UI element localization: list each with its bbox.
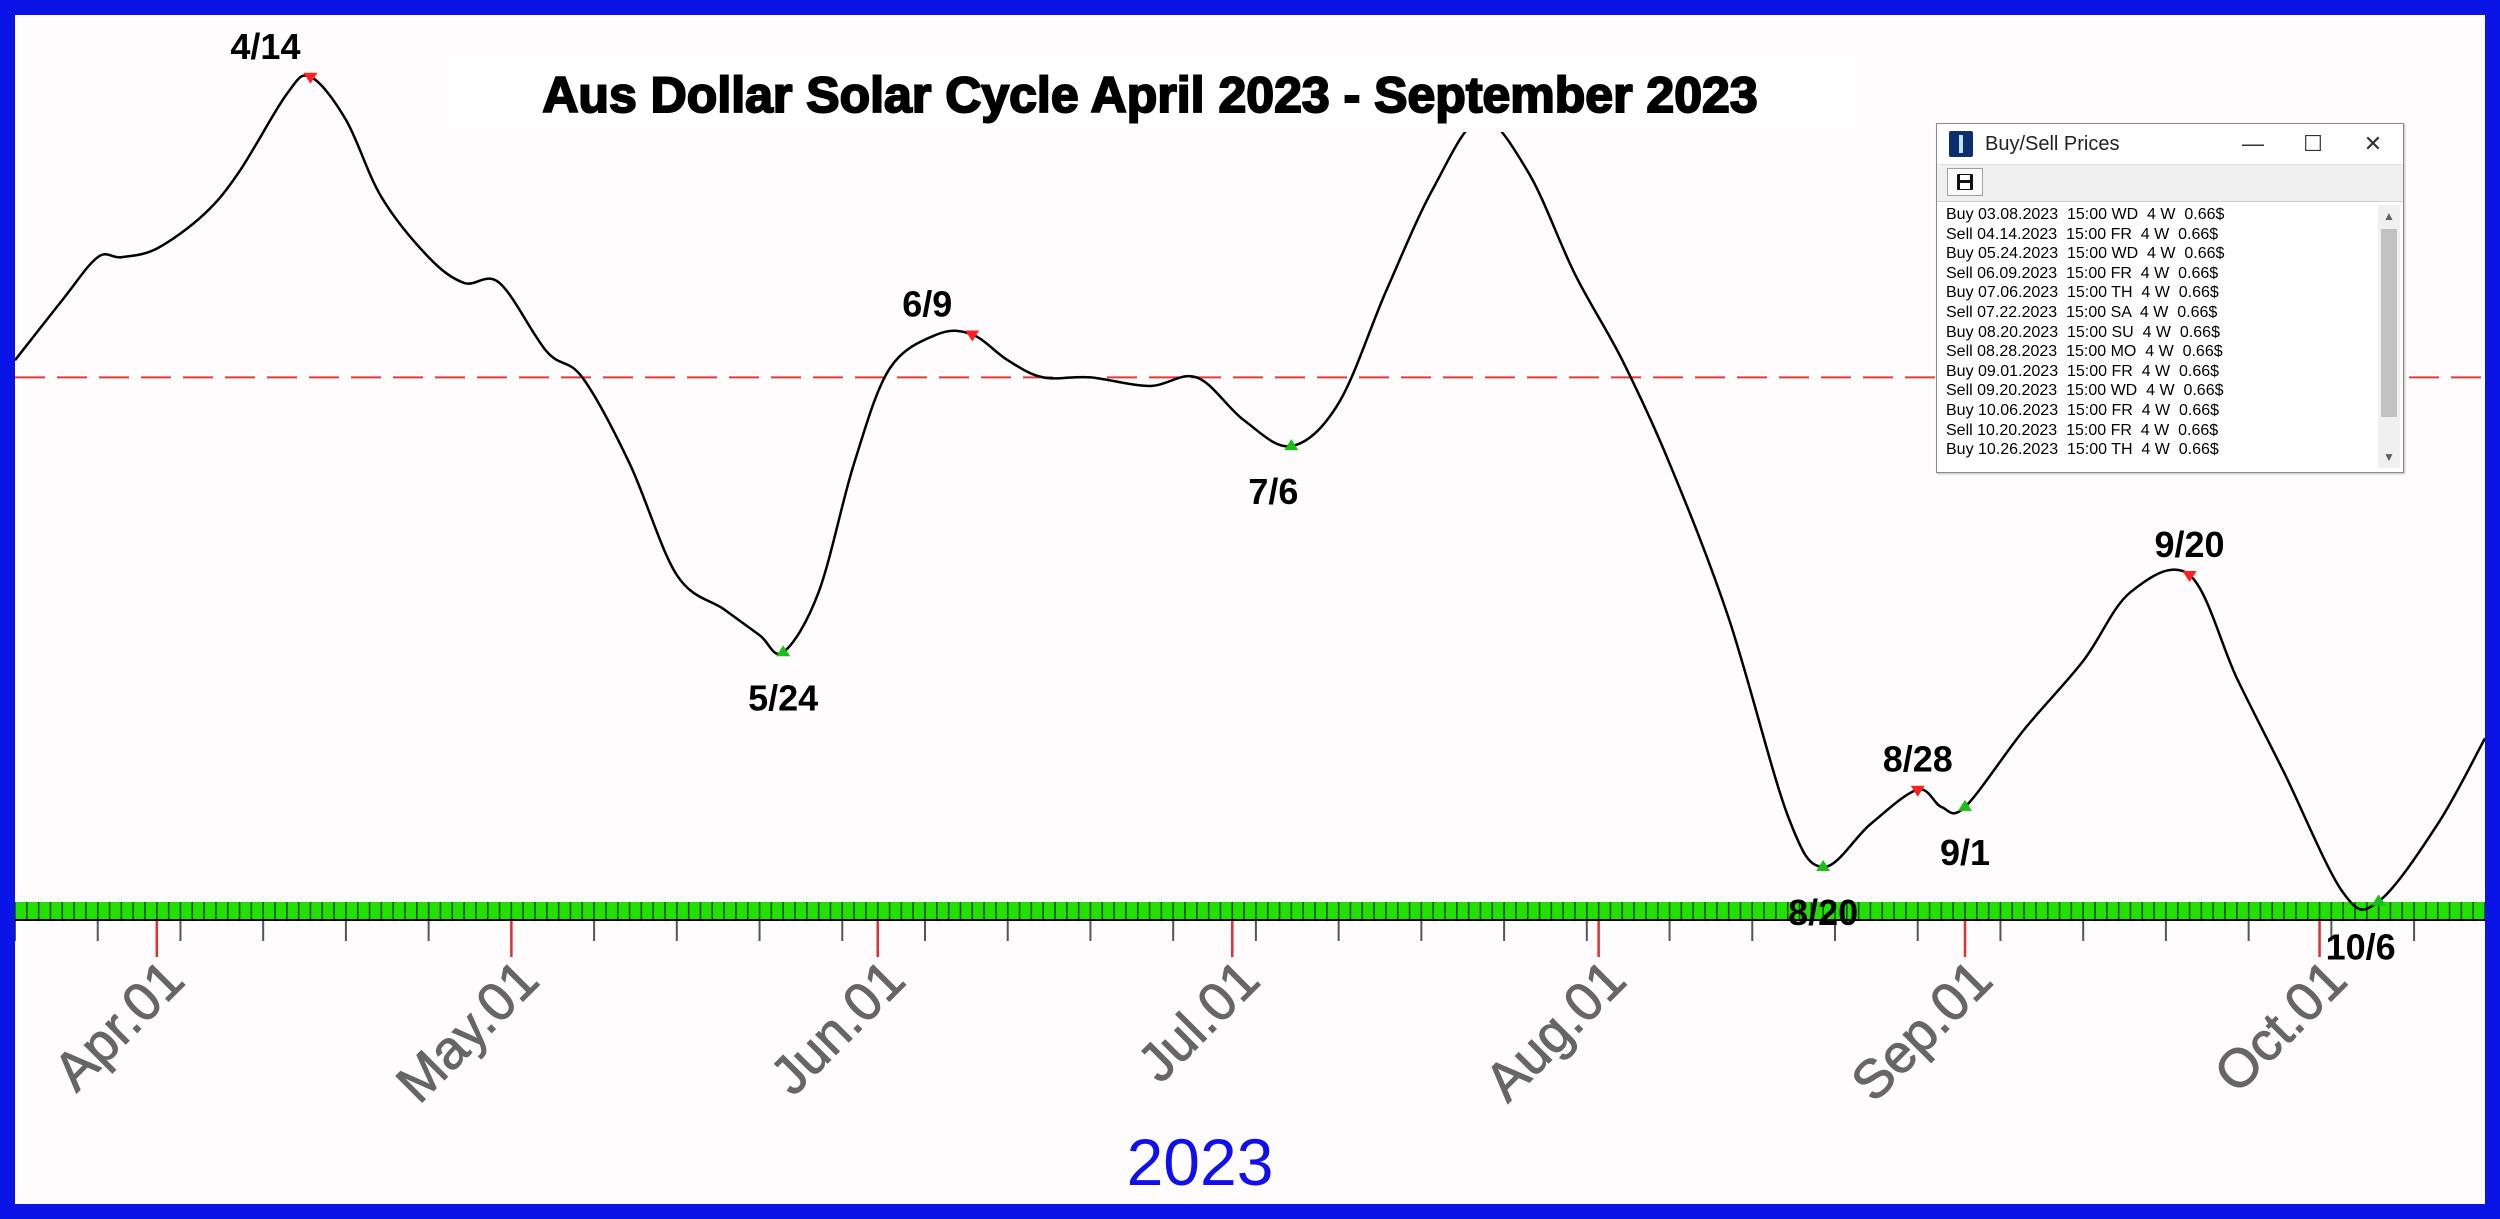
sell-marker-6-9 — [965, 330, 980, 342]
turning-point-label: 10/6 — [2326, 926, 2396, 967]
list-item[interactable]: Buy 03.08.2023 15:00 WD 4 W 0.66$ — [1946, 206, 2225, 223]
scroll-up-icon[interactable]: ▲ — [2383, 209, 2395, 223]
sell-marker-4-14 — [303, 72, 318, 84]
buy-sell-window[interactable]: Buy/Sell Prices — ☐ ✕ Buy 03.08.2023 15:… — [1936, 123, 2404, 473]
maximize-button[interactable]: ☐ — [2303, 131, 2323, 156]
list-item[interactable]: Buy 05.24.2023 15:00 WD 4 W 0.66$ — [1946, 245, 2225, 263]
chart-title-box: Aus Dollar Solar Cycle April 2023 - Sept… — [445, 57, 1855, 132]
sell-marker-9-20 — [2182, 570, 2197, 582]
sell-marker-8-28 — [1910, 785, 1925, 797]
buy-marker-9-1 — [1958, 799, 1972, 811]
buy-marker-5-24 — [776, 645, 791, 657]
list-item[interactable]: Sell 09.20.2023 15:00 WD 4 W 0.66$ — [1946, 382, 2224, 400]
list-item[interactable]: Sell 07.22.2023 15:00 SA 4 W 0.66$ — [1946, 303, 2218, 321]
list-item[interactable]: Buy 09.01.2023 15:00 FR 4 W 0.66$ — [1946, 362, 2220, 380]
list-item[interactable]: Sell 08.28.2023 15:00 MO 4 W 0.66$ — [1946, 343, 2223, 361]
turning-point-label: 8/20 — [1788, 892, 1858, 933]
chart-title: Aus Dollar Solar Cycle April 2023 - Sept… — [541, 66, 1758, 124]
year-label: 2023 — [1127, 1125, 1274, 1199]
list-item[interactable]: Buy 10.26.2023 15:00 TH 4 W 0.66$ — [1946, 441, 2219, 459]
x-tick-label: Jul.01 — [1126, 949, 1270, 1093]
buy-marker-7-6 — [1284, 439, 1299, 451]
window-titlebar[interactable]: Buy/Sell Prices — ☐ ✕ — [1937, 124, 2403, 164]
turning-point-label: 6/9 — [902, 283, 952, 324]
list-item[interactable]: Sell 06.09.2023 15:00 FR 4 W 0.66$ — [1946, 264, 2219, 282]
list-item[interactable]: Buy 08.20.2023 15:00 SU 4 W 0.66$ — [1946, 323, 2220, 341]
turning-point-label: 4/14 — [230, 26, 300, 67]
save-button[interactable] — [1947, 168, 1983, 196]
buy-marker-8-20 — [1816, 860, 1831, 872]
buy-sell-list[interactable]: Buy 03.08.2023 15:00 WD 4 W 0.66$ Sell 04… — [1942, 205, 2378, 468]
list-item[interactable]: Sell 04.14.2023 15:00 FR 4 W 0.66$ — [1946, 225, 2219, 243]
x-tick-label: Oct.01 — [2203, 949, 2358, 1104]
list-item[interactable]: Buy 07.06.2023 15:00 TH 4 W 0.66$ — [1946, 284, 2219, 302]
app-icon — [1949, 131, 1973, 157]
x-tick-label: Sep.01 — [1840, 949, 2003, 1112]
turning-point-label: 8/28 — [1883, 739, 1953, 780]
close-button[interactable]: ✕ — [2363, 131, 2383, 156]
turning-point-label: 7/6 — [1248, 471, 1298, 512]
turning-point-label: 5/24 — [748, 677, 818, 718]
x-tick-label: Jun.01 — [759, 949, 916, 1106]
scroll-down-icon[interactable]: ▼ — [2383, 450, 2395, 464]
buy-marker-10-6 — [2371, 894, 2386, 906]
x-tick-label: Aug.01 — [1474, 949, 1637, 1112]
list-item[interactable]: Buy 10.06.2023 15:00 FR 4 W 0.66$ — [1946, 401, 2220, 419]
turning-point-label: 9/1 — [1940, 832, 1990, 873]
list-scrollbar[interactable]: ▲ ▼ — [2378, 205, 2400, 468]
scroll-thumb[interactable] — [2381, 229, 2397, 417]
minimize-button[interactable]: — — [2242, 131, 2264, 156]
cycle-line — [15, 74, 2485, 911]
x-tick-label: May.01 — [385, 949, 550, 1114]
window-title: Buy/Sell Prices — [1985, 132, 2120, 155]
x-tick-label: Apr.01 — [42, 949, 195, 1102]
turning-point-label: 9/20 — [2155, 524, 2225, 565]
time-axis-band — [15, 902, 2485, 919]
list-item[interactable]: Sell 10.20.2023 15:00 FR 4 W 0.66$ — [1946, 421, 2219, 439]
save-icon — [1957, 174, 1973, 190]
window-toolbar — [1937, 164, 2403, 202]
